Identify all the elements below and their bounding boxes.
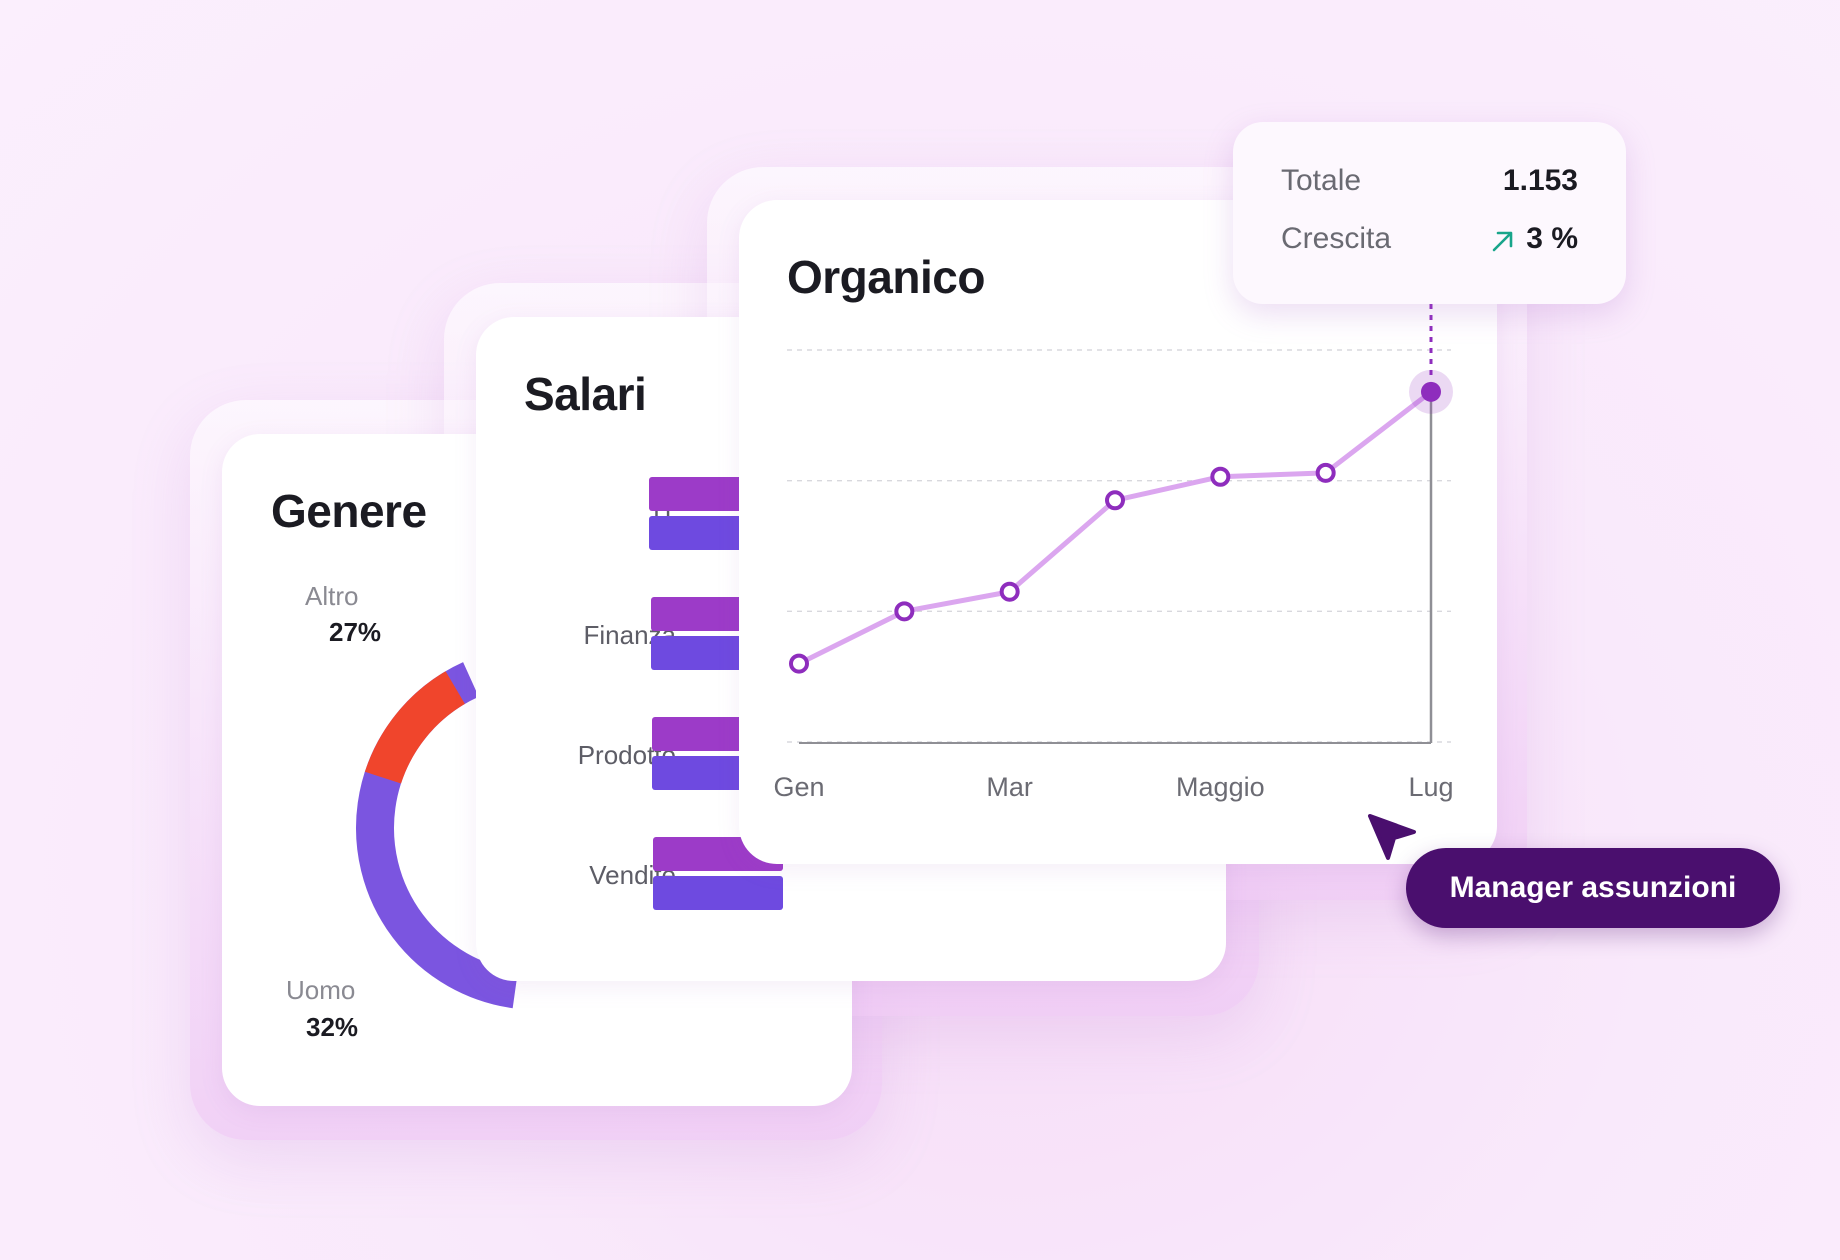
altro-value: 27% [329,617,382,647]
salari-title: Salari [524,368,647,420]
data-point [1315,462,1336,483]
pointer-cursor-icon [1368,814,1416,860]
donut-segment-uomo [356,646,720,1010]
uomo-value: 32% [306,1012,359,1042]
x-tick-label: Gen [773,772,825,802]
bar-vendite-series-b [653,876,783,910]
x-tick-label: Maggio [1176,772,1265,802]
category-label-vendite: Vendite [589,860,676,890]
series-line [796,389,1434,667]
hiring-manager-label: Manager assunzioni [1406,848,1780,928]
growth-label: Crescita [1281,222,1392,255]
data-point [1210,466,1231,487]
x-tick-label: Mar [986,772,1033,802]
organico-title: Organico [787,251,985,303]
chart-tooltip: Totale 1.153 Crescita 3 % [1233,122,1626,304]
category-label-it: IT [652,500,676,530]
data-point [789,653,809,674]
category-label-prodotto: Prodotto [577,740,676,770]
altro-label: Altro [305,581,359,611]
total-label: Totale [1281,164,1362,197]
arrow-up-right-icon [1492,231,1513,252]
data-point [1105,490,1125,511]
uomo-label: Uomo [286,975,356,1005]
growth-value: 3 % [1526,222,1578,255]
total-value: 1.153 [1502,164,1578,197]
x-tick-label: Lug [1408,772,1454,802]
data-point [894,601,915,622]
headcount-line-chart [787,304,1453,744]
gender-donut-chart [356,646,720,1010]
organico-card: Organico Gen Mar Maggio Lug [739,200,1497,864]
highlight-point [1421,381,1441,402]
category-label-finanza: Finanza [583,620,677,650]
genere-title: Genere [271,485,427,537]
data-point [999,581,1020,602]
